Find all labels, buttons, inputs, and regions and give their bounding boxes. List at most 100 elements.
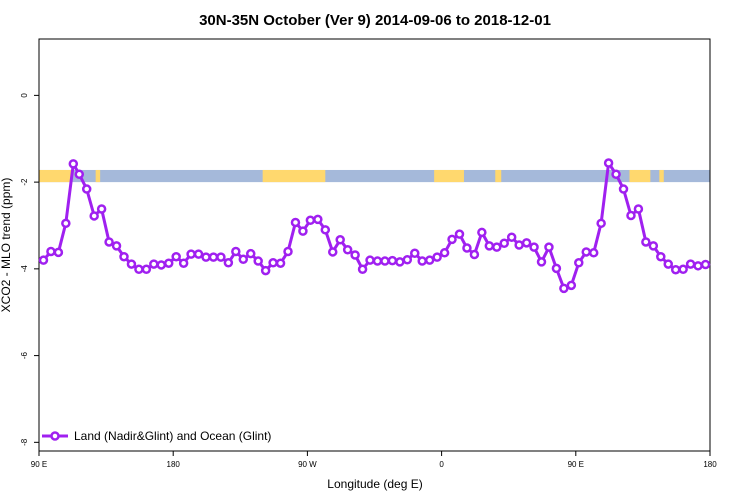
ocean-band [39, 169, 710, 183]
data-point [641, 237, 651, 247]
data-point [335, 235, 345, 245]
data-point [268, 258, 278, 268]
data-point [588, 248, 599, 258]
data-point [89, 211, 99, 221]
data-point [38, 255, 49, 265]
data-point [171, 251, 181, 262]
data-point [566, 280, 577, 291]
land-segment [495, 169, 502, 183]
data-point [514, 240, 524, 250]
y-axis-label: XCO2 - MLO trend (ppm) [0, 178, 13, 313]
data-point [611, 169, 621, 180]
x-tick-label: 0 [439, 460, 444, 469]
x-axis-label: Longitude (deg E) [327, 477, 422, 491]
data-point [380, 256, 390, 266]
data-point [201, 252, 211, 262]
data-point [81, 184, 92, 194]
y-tick-label: -2 [20, 178, 29, 186]
data-point [439, 248, 450, 258]
data-point [186, 249, 196, 259]
data-point [327, 247, 338, 257]
data-point [74, 169, 85, 180]
x-tick-label: 180 [703, 460, 717, 469]
data-point [365, 255, 375, 265]
data-point [238, 254, 249, 265]
data-point [104, 237, 114, 247]
y-axis: 0 -2 -4 -6 -8 [20, 93, 39, 446]
data-point [231, 246, 241, 257]
data-point [603, 158, 614, 168]
data-point [61, 218, 71, 229]
data-point [656, 251, 666, 262]
data-point [216, 252, 226, 262]
data-point [245, 248, 256, 259]
land-segment [262, 169, 326, 183]
y-tick-label: 0 [20, 93, 29, 98]
data-point [477, 227, 487, 238]
data-point [290, 217, 301, 228]
data-point [342, 245, 353, 255]
land-segment [39, 169, 72, 183]
data-point [395, 257, 405, 267]
land-segment [95, 169, 101, 183]
data-point [223, 258, 234, 268]
data-point [260, 265, 271, 276]
data-point [298, 226, 308, 236]
data-point [410, 248, 420, 258]
y-tick-label: -4 [20, 265, 29, 273]
data-point [68, 159, 79, 169]
data-point [46, 246, 56, 257]
data-point [521, 238, 532, 248]
land-segment [659, 169, 664, 183]
series-layer [38, 158, 711, 294]
data-point [462, 243, 472, 253]
data-point [529, 242, 539, 252]
data-point [208, 252, 219, 262]
data-point [163, 258, 174, 268]
legend-label: Land (Nadir&Glint) and Ocean (Glint) [74, 429, 271, 443]
land-segment [629, 169, 651, 183]
data-point [111, 241, 122, 251]
data-point [141, 264, 152, 275]
data-point [678, 264, 688, 275]
data-point [693, 261, 703, 271]
data-point [663, 259, 673, 269]
data-point [178, 258, 189, 268]
data-point [685, 259, 696, 269]
data-point [387, 255, 398, 266]
x-tick-label: 90 E [31, 460, 47, 469]
data-point [372, 256, 383, 266]
data-point [253, 256, 263, 266]
data-point [402, 254, 413, 265]
surface-band [39, 169, 710, 183]
data-point [492, 242, 502, 252]
data-point [357, 264, 368, 275]
data-point [275, 258, 286, 268]
data-point [149, 259, 159, 269]
data-point [447, 234, 457, 245]
data-point [193, 249, 204, 259]
data-point [574, 258, 584, 268]
y-tick-label: -8 [20, 438, 29, 446]
data-point [484, 241, 495, 251]
plot-frame [38, 38, 711, 452]
data-point [626, 210, 636, 221]
land-segment [434, 169, 464, 183]
data-point [53, 247, 64, 258]
data-point [618, 184, 629, 194]
data-point [417, 256, 427, 266]
chart-title: 30N-35N October (Ver 9) 2014-09-06 to 20… [199, 12, 551, 29]
data-point [454, 229, 465, 239]
data-point [305, 215, 316, 226]
data-point [424, 255, 435, 265]
data-point [544, 242, 554, 252]
data-point [648, 241, 659, 251]
x-tick-label: 90 E [568, 460, 584, 469]
data-point [469, 249, 480, 260]
x-tick-label: 180 [167, 460, 181, 469]
data-point [581, 247, 591, 257]
data-point [156, 260, 167, 270]
data-point [96, 204, 107, 214]
y-tick-label: -6 [20, 351, 29, 359]
